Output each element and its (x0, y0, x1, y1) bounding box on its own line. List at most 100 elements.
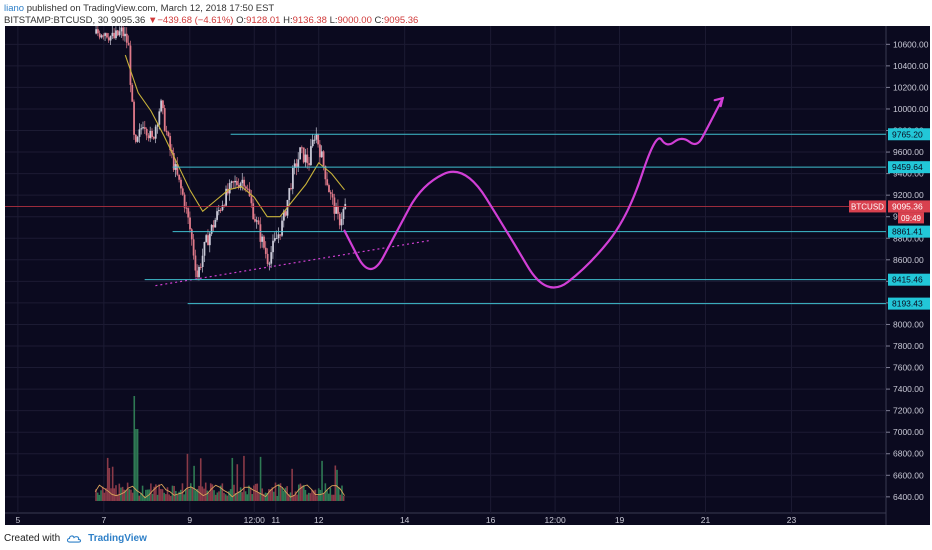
candle-body (241, 179, 244, 184)
symbol-price-tag (849, 200, 886, 213)
price-chart[interactable]: 6400.00 6600.00 6800.00 7000.00 7200.00 7400.… (0, 26, 932, 528)
volume-bar (98, 494, 101, 501)
candle-body (331, 193, 334, 198)
y-tick-label: 9200.00 (893, 190, 924, 200)
candle-body (122, 27, 125, 37)
candle-body (277, 234, 280, 239)
candle-body (120, 27, 123, 32)
volume-bar (170, 495, 172, 501)
volume-bar (219, 485, 222, 501)
symbol-label: BITSTAMP:BTCUSD, 30 (4, 15, 109, 26)
volume-bar (312, 490, 315, 501)
open-value: 9128.01 (246, 15, 281, 26)
candle-body (181, 188, 184, 195)
candle-body (302, 147, 305, 163)
close-label: C: (374, 15, 385, 26)
volume-bar (311, 489, 313, 501)
volume-bar (266, 492, 269, 501)
x-tick-label: 12 (314, 515, 324, 525)
volume-bar (234, 493, 237, 501)
volume-bar (292, 494, 295, 501)
y-tick-label: 7000.00 (893, 427, 924, 437)
volume-bar (213, 490, 215, 501)
volume-bar (103, 492, 106, 501)
volume-bar (253, 485, 255, 501)
volume-bar (125, 490, 127, 501)
candle-body (124, 33, 126, 37)
candle-body (187, 208, 190, 218)
volume-bar (306, 494, 308, 501)
volume-bar (291, 468, 293, 501)
volume-bar (145, 489, 147, 501)
countdown-tag (898, 212, 924, 224)
countdown-label: 09:49 (901, 214, 922, 223)
y-tick-label: 8000.00 (893, 319, 924, 329)
support-trendline (155, 239, 431, 287)
candle-body (136, 136, 139, 142)
symbol-line: BITSTAMP:BTCUSD, 30 9095.36 ▼−439.68 (−4… (4, 15, 418, 26)
volume-bar (204, 482, 207, 501)
volume-bar (329, 487, 332, 501)
volume-bar (188, 489, 190, 501)
volume-bar (186, 453, 189, 501)
candle-body (178, 174, 181, 180)
y-tick-label: 9400.00 (893, 169, 924, 179)
candle-body (118, 31, 121, 36)
volume-bar (314, 489, 317, 501)
candle-body (169, 136, 172, 151)
volume-bar (327, 493, 330, 501)
candle-body (133, 101, 135, 135)
candle-body (250, 196, 253, 204)
volume-bar (224, 494, 227, 501)
volume-bar (208, 492, 210, 501)
candle-body (254, 219, 256, 222)
candle-body (156, 124, 159, 127)
y-tick-label: 10400.00 (893, 61, 929, 71)
candle-body (282, 211, 285, 221)
volume-bar (322, 492, 325, 501)
volume-bar (321, 460, 323, 501)
volume-bar (141, 485, 144, 501)
candle-body (192, 239, 195, 256)
candle-body (288, 188, 291, 200)
candle-body (111, 32, 114, 37)
volume-bar (309, 493, 312, 501)
volume-bar (128, 489, 131, 501)
candle-body (295, 163, 298, 168)
candle-body (147, 135, 150, 139)
candle-body (293, 163, 296, 169)
candle-body (100, 35, 103, 38)
candle-body (102, 35, 105, 37)
x-tick-label: 5 (16, 515, 21, 525)
volume-bar (251, 494, 254, 501)
candle-body (149, 130, 152, 139)
candle-body (230, 181, 233, 183)
volume-bar (334, 465, 337, 501)
candle-body (167, 132, 170, 137)
volume-bar (259, 456, 262, 501)
volume-bar (191, 487, 194, 501)
candle-body (165, 130, 168, 133)
volume-bar (156, 494, 159, 501)
candle-body (333, 197, 336, 214)
volume-bar (248, 485, 250, 501)
volume-bar (304, 489, 307, 501)
candle-body (189, 217, 191, 230)
x-tick-label: 11 (271, 515, 280, 525)
volume-bar (231, 457, 234, 501)
volume-bar (316, 495, 318, 501)
x-tick-label: 12:00 (544, 515, 566, 525)
candle-body (185, 207, 188, 209)
author-link[interactable]: liano (4, 3, 25, 14)
candle-body (129, 45, 132, 85)
candle-body (234, 180, 237, 183)
tradingview-brand-link[interactable]: TradingView (88, 533, 147, 544)
candle-body (264, 247, 267, 254)
candle-body (116, 30, 119, 36)
candle-body (272, 240, 274, 253)
y-tick-label: 7800.00 (893, 341, 924, 351)
volume-bar (228, 491, 230, 501)
candle-body (245, 186, 247, 189)
candle-body (338, 213, 341, 226)
